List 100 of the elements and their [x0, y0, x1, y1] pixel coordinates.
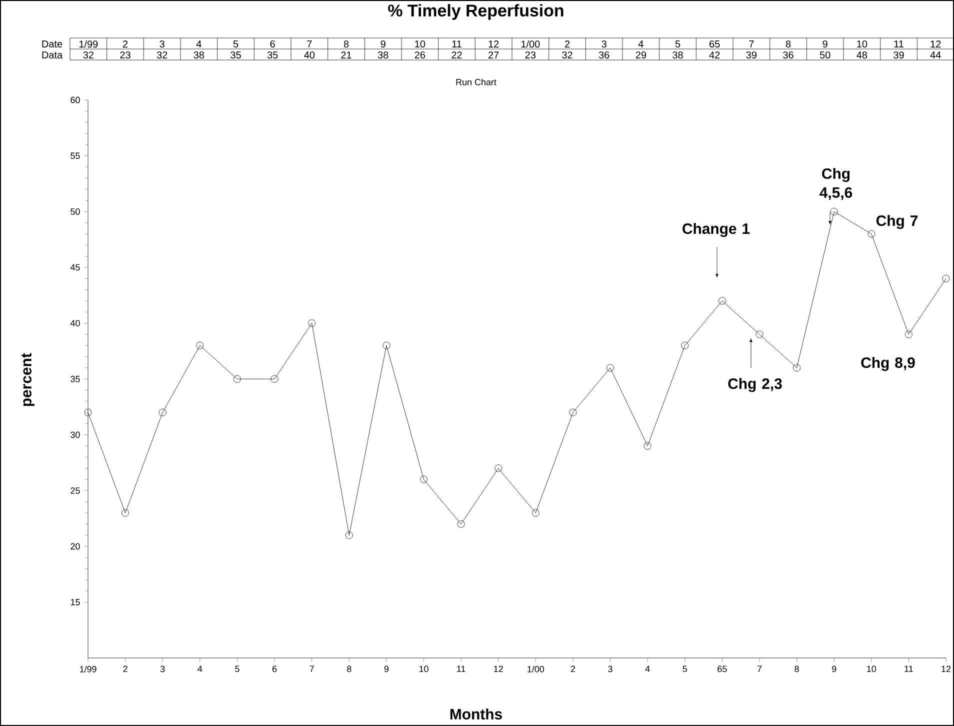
category-label: 9 — [380, 40, 386, 48]
category-label: 3 — [602, 40, 606, 48]
category-label: 2 — [564, 40, 570, 48]
data-label: 23 — [525, 51, 536, 59]
chart-title: % Timely Reperfusion — [388, 4, 564, 20]
data-label: 23 — [120, 51, 130, 59]
point — [494, 464, 502, 472]
category-label: 1/99 — [79, 40, 98, 48]
x-tick-label: 9 — [384, 666, 389, 672]
annotation: Chg 4,5,6 — [820, 168, 852, 200]
x-tick-label: 9 — [832, 666, 836, 672]
point — [122, 509, 130, 517]
x-tick-label: 4 — [198, 666, 202, 672]
category-label: 5 — [675, 40, 680, 48]
category-label: 11 — [452, 40, 462, 48]
x-tick-label: 2 — [570, 666, 576, 672]
y-tick-label: 55 — [70, 152, 80, 159]
data-label: 42 — [709, 52, 720, 58]
data-label: 38 — [194, 51, 204, 59]
point — [234, 375, 241, 383]
category-label: 11 — [894, 40, 904, 48]
point — [84, 408, 92, 416]
x-axis-title: Months — [450, 708, 502, 720]
point — [457, 520, 465, 528]
y-tick-label: 35 — [70, 376, 80, 382]
category-label: 6 — [270, 40, 275, 48]
y-tick-label: 60 — [70, 96, 80, 104]
x-tick-label: 5 — [235, 666, 240, 672]
data-label: 26 — [414, 51, 426, 59]
x-tick-label: 6 — [272, 666, 277, 672]
x-tick-label: 8 — [794, 666, 799, 672]
chart-subtitle: Run Chart — [456, 78, 496, 86]
x-tick-label: 1/00 — [528, 666, 544, 672]
point — [606, 364, 614, 372]
y-tick-label: 40 — [70, 320, 80, 326]
category-label: 4 — [638, 40, 644, 48]
category-label: 3 — [160, 40, 164, 48]
data-label: 44 — [930, 52, 941, 58]
category-label: 7 — [307, 40, 312, 48]
annotation: Chg 8,9 — [861, 356, 915, 371]
category-label: 5 — [233, 40, 238, 48]
annotation: Change 1 — [682, 222, 750, 237]
data-label: 40 — [304, 51, 315, 59]
category-label: 1/00 — [521, 40, 540, 48]
y-tick-label: 25 — [70, 487, 80, 494]
x-tick-label: 65 — [718, 666, 727, 672]
text: Data — [42, 52, 63, 58]
x-tick-label: 5 — [682, 666, 687, 672]
point — [644, 442, 652, 450]
x-tick-label: 12 — [494, 666, 503, 672]
data-label: 36 — [598, 51, 610, 59]
point — [308, 319, 316, 327]
point — [569, 408, 577, 416]
x-tick-label: 11 — [457, 666, 466, 672]
point — [420, 476, 428, 484]
y-tick-label: 15 — [70, 599, 80, 606]
point — [868, 230, 876, 238]
x-tick-label: 10 — [419, 666, 428, 672]
category-label: 9 — [822, 40, 828, 48]
point — [270, 375, 278, 383]
x-tick-label: 4 — [645, 666, 650, 672]
category-label: 65 — [710, 40, 720, 48]
point — [532, 509, 540, 517]
category-label: 8 — [786, 40, 791, 48]
data-label: 32 — [83, 51, 94, 59]
text: Date — [42, 40, 62, 48]
y-tick-label: 50 — [70, 208, 80, 215]
data-label: 27 — [488, 52, 499, 58]
data-label: 35 — [230, 51, 241, 59]
data-label: 32 — [156, 51, 168, 59]
point — [830, 208, 838, 216]
point — [681, 342, 689, 350]
category-label: 12 — [930, 40, 941, 48]
x-tick-label: 8 — [347, 666, 352, 672]
data-label: 32 — [562, 51, 572, 59]
x-tick-label: 3 — [160, 666, 165, 672]
y-tick-label: 20 — [70, 543, 80, 550]
x-tick-label: 7 — [310, 666, 314, 672]
data-label: 39 — [746, 51, 756, 59]
point — [793, 364, 800, 372]
annotation: Chg 7 — [876, 214, 918, 229]
category-label: 12 — [488, 40, 499, 48]
point — [718, 297, 726, 305]
point — [905, 330, 912, 338]
category-label: 10 — [415, 40, 426, 48]
point — [382, 342, 390, 350]
y-tick-label: 30 — [70, 432, 80, 438]
category-label: 2 — [122, 40, 128, 48]
category-label: 7 — [749, 40, 754, 48]
point — [942, 274, 950, 282]
x-tick-label: 11 — [904, 666, 913, 672]
data-label: 21 — [341, 52, 352, 58]
x-tick-label: 7 — [757, 666, 762, 672]
y-axis-title: percent — [22, 353, 34, 406]
point — [345, 532, 353, 539]
x-tick-label: 3 — [608, 666, 612, 672]
category-label: 10 — [857, 40, 868, 48]
point — [756, 330, 764, 338]
data-label: 50 — [820, 51, 830, 59]
data-label: 48 — [856, 51, 868, 59]
